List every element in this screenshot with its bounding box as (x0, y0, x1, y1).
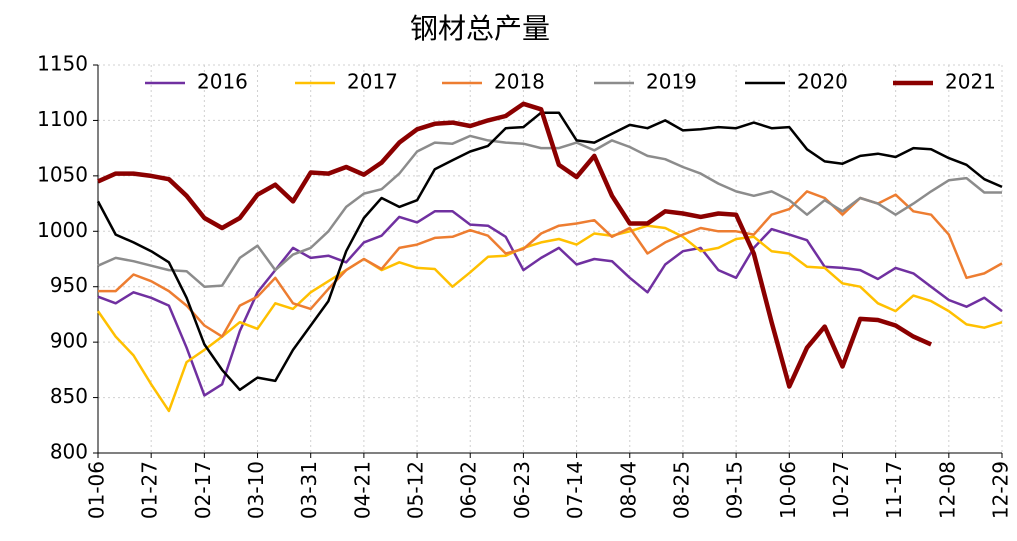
y-tick-label: 950 (50, 273, 88, 297)
legend-label: 2021 (945, 70, 996, 94)
series-line (98, 190, 1003, 338)
x-tick-label: 09-15 (723, 461, 747, 519)
x-tick-label: 06-02 (457, 461, 481, 519)
y-tick-label: 1050 (37, 162, 88, 186)
x-tick-label: 04-21 (350, 461, 374, 519)
legend-label: 2018 (494, 70, 545, 94)
x-tick-label: 12-08 (935, 461, 959, 519)
x-tick-label: 05-12 (404, 461, 428, 519)
x-tick-label: 10-27 (829, 461, 853, 519)
x-tick-label: 02-17 (191, 461, 215, 519)
legend-label: 2020 (797, 70, 848, 94)
x-tick-label: 03-31 (297, 461, 321, 519)
y-tick-label: 900 (50, 329, 88, 353)
series-line (97, 210, 1003, 397)
x-tick-label: 06-23 (510, 461, 534, 519)
series-line (97, 101, 933, 389)
legend-label: 2017 (347, 70, 398, 94)
x-tick-label: 03-10 (244, 461, 268, 519)
series-line (96, 224, 1003, 413)
x-tick-label: 11-17 (882, 461, 906, 519)
y-tick-label: 850 (50, 384, 88, 408)
x-tick-label: 01-27 (138, 461, 162, 519)
series-line (96, 111, 1003, 392)
x-tick-label: 07-14 (563, 461, 587, 519)
y-tick-label: 1100 (37, 107, 88, 131)
y-tick-label: 800 (50, 440, 88, 464)
y-tick-label: 1000 (37, 218, 88, 242)
chart-title: 钢材总产量 (410, 12, 550, 45)
x-tick-label: 01-06 (85, 461, 109, 519)
y-tick-label: 1150 (37, 52, 88, 76)
legend-label: 2016 (197, 70, 248, 94)
series-line (97, 134, 1002, 288)
x-tick-label: 08-25 (669, 461, 693, 519)
x-tick-label: 10-06 (776, 461, 800, 519)
x-tick-label: 08-04 (616, 461, 640, 519)
legend-label: 2019 (646, 70, 697, 94)
x-tick-label: 12-29 (989, 461, 1013, 519)
